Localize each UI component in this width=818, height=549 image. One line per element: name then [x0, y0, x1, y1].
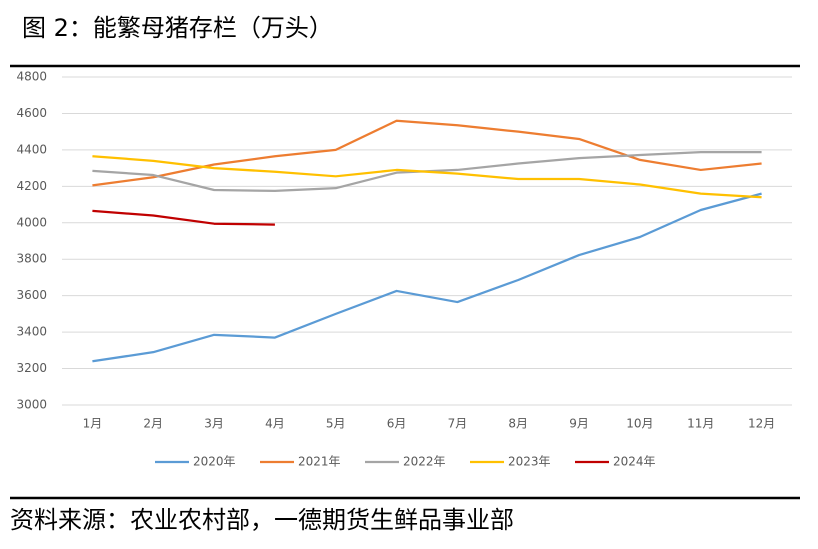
x-tick-label: 9月 [569, 417, 589, 431]
series-line [92, 155, 762, 199]
legend-label: 2021年 [298, 455, 341, 469]
legend-label: 2020年 [193, 455, 236, 469]
series-line [92, 192, 762, 363]
legend-label: 2024年 [613, 455, 656, 469]
x-tick-label: 4月 [265, 417, 285, 431]
x-tick-label: 11月 [687, 417, 714, 431]
x-tick-label: 6月 [387, 417, 407, 431]
series-line [92, 209, 275, 226]
x-tick-label: 2月 [143, 417, 163, 431]
y-tick-label: 4600 [16, 106, 47, 120]
y-tick-label: 3200 [16, 361, 47, 375]
y-tick-label: 3400 [16, 325, 47, 339]
y-tick-label: 4400 [16, 142, 47, 156]
x-tick-label: 7月 [448, 417, 468, 431]
x-tick-label: 8月 [508, 417, 528, 431]
x-tick-label: 3月 [204, 417, 224, 431]
y-tick-label: 3800 [16, 252, 47, 266]
y-tick-label: 3600 [16, 288, 47, 302]
legend-label: 2022年 [403, 455, 446, 469]
x-tick-label: 1月 [83, 417, 103, 431]
chart-title: 图 2：能繁母猪存栏（万头） [22, 14, 333, 42]
x-tick-label: 12月 [748, 417, 775, 431]
y-tick-label: 4800 [16, 70, 47, 84]
source: 资料来源：农业农村部，一德期货生鲜品事业部 [10, 506, 514, 534]
y-tick-label: 4000 [16, 215, 47, 229]
y-tick-label: 4200 [16, 179, 47, 193]
x-tick-label: 10月 [626, 417, 653, 431]
legend-label: 2023年 [508, 455, 551, 469]
x-tick-label: 5月 [326, 417, 346, 431]
y-tick-label: 3000 [16, 398, 47, 412]
